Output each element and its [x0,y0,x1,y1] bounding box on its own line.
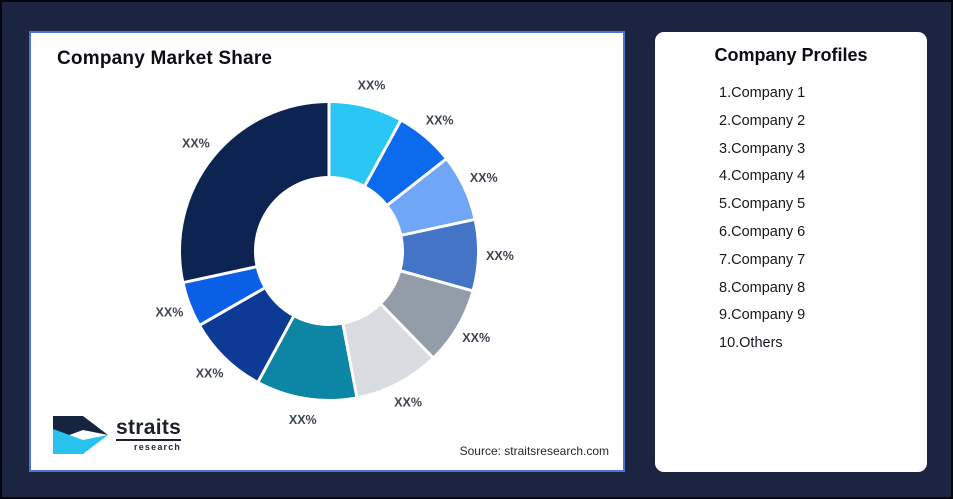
donut-segment [387,159,474,236]
segment-value-label: XX% [426,114,454,128]
logo-arrow-cyan [53,429,108,454]
segment-separator [183,265,258,285]
segment-separator [341,323,359,398]
segment-value-label: XX% [470,171,498,185]
profiles-title: Company Profiles [714,45,868,65]
segment-value-label: XX% [289,413,317,427]
company-list-item: 7.Company 7 [719,251,806,268]
chart-title: Company Market Share [57,48,273,69]
segment-separator [400,217,475,237]
company-list-item: 5.Company 5 [719,196,806,213]
segment-value-label: XX% [196,366,224,380]
segment-separator [386,157,448,207]
donut-segment [381,271,472,357]
segment-separator [399,269,473,293]
segment-separator [256,315,296,383]
segment-separator [199,286,266,327]
company-list-item: 1.Company 1 [719,85,806,101]
donut-segment [181,103,329,283]
company-list-item: 2.Company 2 [719,112,806,129]
donut-segment [401,219,477,291]
logo-text: straits research [116,416,182,452]
donut-chart: XX% XX% XX% XX% XX% XX% XX% XX% XX% XX% [156,78,514,427]
straits-logo-icon [53,416,108,454]
segment-value-label: XX% [394,396,422,410]
company-list-item: 10.Others [719,335,783,352]
straits-research-logo: straits research [50,414,182,456]
segment-value-label: XX% [462,331,490,345]
segment-value-label: XX% [358,78,386,92]
company-list-item: 6.Company 6 [719,223,806,240]
segment-separator [363,119,403,187]
company-list: 1.Company 1 2.Company 2 3.Company 3 4.Compa… [675,80,907,358]
logo-wordmark: straits [116,416,182,441]
donut-segment [329,103,401,186]
logo-subtitle: research [134,442,182,452]
donut-segment [343,304,433,397]
source-text: Source: straitsresearch.com [459,444,609,458]
company-list-item: 4.Company 4 [719,168,806,185]
segment-value-label: XX% [156,305,184,319]
market-share-card: XX% XX% XX% XX% XX% XX% XX% XX% XX% XX% Company M… [29,31,625,472]
segment-value-label: XX% [182,137,210,151]
segment-value-label: XX% [486,249,514,263]
company-profiles-card: Company Profiles 1.Company 1 2.Company 2 3… [655,32,927,472]
donut-segment [184,266,264,325]
company-list-item: 9.Company 9 [719,307,806,324]
company-list-item: 8.Company 8 [719,279,806,296]
company-list-item: 3.Company 3 [719,140,806,157]
donut-segment [365,121,446,205]
segment-separator [379,302,435,359]
